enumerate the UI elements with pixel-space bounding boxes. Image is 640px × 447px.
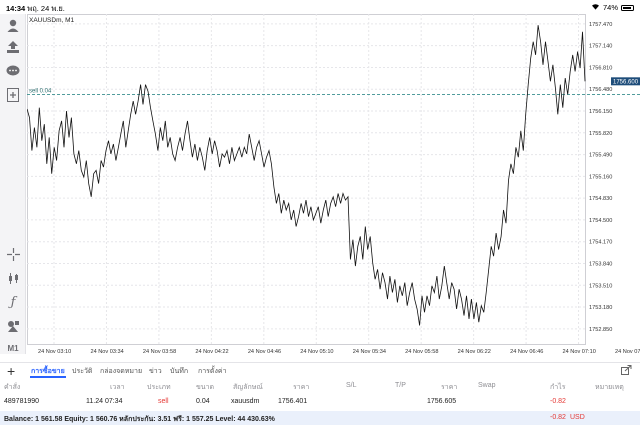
status-right: 74% bbox=[591, 3, 634, 12]
plot-border bbox=[27, 14, 586, 345]
x-tick-label: 24 Nov 04:46 bbox=[248, 349, 281, 355]
tab-trade[interactable]: การซื้อขาย bbox=[31, 368, 65, 375]
header-tp[interactable]: T/P bbox=[395, 382, 406, 389]
tab-news[interactable]: ข่าว bbox=[149, 368, 162, 375]
x-tick-label: 24 Nov 05:34 bbox=[353, 349, 386, 355]
chart-title: XAUUSDm, M1 bbox=[29, 17, 75, 24]
y-tick-label: 1752.850 bbox=[589, 327, 612, 333]
y-tick-label: 1754.170 bbox=[589, 240, 612, 246]
header-time[interactable]: เวลา bbox=[110, 384, 125, 391]
header-price[interactable]: ราคา bbox=[293, 384, 310, 391]
order-line-label: sell 0.04 bbox=[29, 88, 52, 94]
header-swap[interactable]: Swap bbox=[478, 382, 496, 389]
status-bar: 14:34 พฤ. 24 พ.ย. 74% bbox=[0, 0, 640, 14]
battery-percent: 74% bbox=[602, 3, 618, 12]
y-axis: 1757.470 1757.140 1756.810 1756.480 1756.150… bbox=[589, 22, 612, 333]
table-row[interactable]: 489781990 11.24 07:34 sell 0.04 xauusdm … bbox=[0, 395, 640, 409]
timeframe-label[interactable]: M1 bbox=[7, 343, 19, 353]
y-tick-label: 1753.840 bbox=[589, 261, 612, 267]
price-series-line bbox=[27, 25, 586, 326]
row-order: 489781990 bbox=[4, 398, 40, 405]
account-icon[interactable] bbox=[5, 17, 21, 33]
y-tick-label: 1754.500 bbox=[589, 218, 612, 224]
total-profit: -0.82 bbox=[550, 414, 566, 421]
trade-icon[interactable] bbox=[5, 39, 21, 55]
chat-icon[interactable] bbox=[5, 63, 21, 79]
active-tab-indicator bbox=[30, 376, 66, 378]
row-price: 1756.401 bbox=[278, 398, 308, 405]
account-summary: Balance: 1 561.58 Equity: 1 560.76 หลักป… bbox=[0, 411, 640, 425]
row-profit: -0.82 bbox=[550, 398, 566, 405]
y-tick-label: 1753.180 bbox=[589, 305, 612, 311]
y-tick-label: 1755.160 bbox=[589, 174, 612, 180]
detach-panel-icon[interactable] bbox=[621, 365, 632, 378]
header-volume[interactable]: ขนาด bbox=[196, 384, 215, 391]
x-tick-label: 24 Nov 07:10 bbox=[563, 349, 596, 355]
y-tick-label: 1753.510 bbox=[589, 283, 612, 289]
account-currency: USD bbox=[570, 414, 585, 421]
tab-mailbox[interactable]: กล่องจดหมาย bbox=[100, 368, 143, 375]
y-tick-label: 1756.480 bbox=[589, 87, 612, 93]
status-time-date: 14:34 พฤ. 24 พ.ย. bbox=[6, 3, 65, 15]
header-comment[interactable]: หมายเหตุ bbox=[595, 384, 624, 391]
price-chart[interactable]: XAUUSDm, M1 sell 0.04 1757.4701757.14017… bbox=[27, 14, 640, 356]
y-tick-label: 1756.810 bbox=[589, 65, 612, 71]
x-axis: 24 Nov 03:10 24 Nov 03:34 24 Nov 03:58 24 N… bbox=[38, 349, 640, 355]
header-sl[interactable]: S/L bbox=[346, 382, 357, 389]
header-type[interactable]: ประเภท bbox=[147, 384, 171, 391]
tab-journal[interactable]: บันทึก bbox=[170, 368, 189, 375]
row-type: sell bbox=[158, 398, 169, 405]
balance-text: Balance: 1 561.58 Equity: 1 560.76 หลักป… bbox=[4, 416, 275, 423]
tab-settings[interactable]: การตั้งค่า bbox=[198, 368, 227, 375]
left-toolbar: ƒ M1 bbox=[0, 14, 26, 354]
y-tick-label: 1757.140 bbox=[589, 44, 612, 50]
header-symbol[interactable]: สัญลักษณ์ bbox=[233, 384, 263, 391]
chart-type-icon[interactable] bbox=[5, 270, 21, 286]
tab-history[interactable]: ประวัติ bbox=[72, 368, 93, 375]
header-current-price[interactable]: ราคา bbox=[441, 384, 458, 391]
status-date: พฤ. 24 พ.ย. bbox=[27, 4, 65, 13]
chart-grid bbox=[27, 14, 586, 345]
add-indicator-icon[interactable] bbox=[5, 87, 21, 103]
x-tick-label: 24 Nov 05:58 bbox=[405, 349, 438, 355]
header-order[interactable]: คำสั่ง bbox=[4, 384, 21, 391]
y-tick-label: 1755.490 bbox=[589, 153, 612, 159]
row-volume: 0.04 bbox=[196, 398, 210, 405]
objects-icon[interactable] bbox=[5, 318, 21, 334]
status-time: 14:34 bbox=[6, 4, 26, 13]
add-icon[interactable]: + bbox=[7, 363, 16, 379]
current-price-text: 1756.600 bbox=[613, 79, 639, 85]
current-price-tag bbox=[611, 77, 640, 86]
x-tick-label: 24 Nov 03:10 bbox=[38, 349, 71, 355]
x-tick-label: 24 Nov 04:22 bbox=[195, 349, 228, 355]
y-tick-label: 1755.820 bbox=[589, 131, 612, 137]
function-icon[interactable]: ƒ bbox=[10, 294, 16, 310]
x-tick-label: 24 Nov 03:58 bbox=[143, 349, 176, 355]
crosshair-icon[interactable] bbox=[5, 246, 21, 262]
x-tick-label: 24 Nov 05:10 bbox=[300, 349, 333, 355]
row-current-price: 1756.605 bbox=[427, 398, 457, 405]
battery-icon bbox=[621, 4, 634, 11]
wifi-icon bbox=[591, 3, 600, 12]
row-time: 11.24 07:34 bbox=[86, 398, 123, 405]
header-profit[interactable]: กำไร bbox=[550, 384, 566, 391]
x-tick-label: 24 Nov 07:34 bbox=[615, 349, 640, 355]
x-tick-label: 24 Nov 06:46 bbox=[510, 349, 543, 355]
x-tick-label: 24 Nov 06:22 bbox=[458, 349, 491, 355]
row-symbol: xauusdm bbox=[231, 398, 260, 405]
y-tick-label: 1757.470 bbox=[589, 22, 612, 28]
y-tick-label: 1754.830 bbox=[589, 196, 612, 202]
y-tick-label: 1756.150 bbox=[589, 109, 612, 115]
positions-header: คำสั่ง เวลา ประเภท ขนาด สัญลักษณ์ ราคา S… bbox=[0, 379, 640, 393]
terminal-tabs: + การซื้อขาย ประวัติ กล่องจดหมาย ข่าว บั… bbox=[0, 362, 640, 379]
x-tick-label: 24 Nov 03:34 bbox=[90, 349, 123, 355]
